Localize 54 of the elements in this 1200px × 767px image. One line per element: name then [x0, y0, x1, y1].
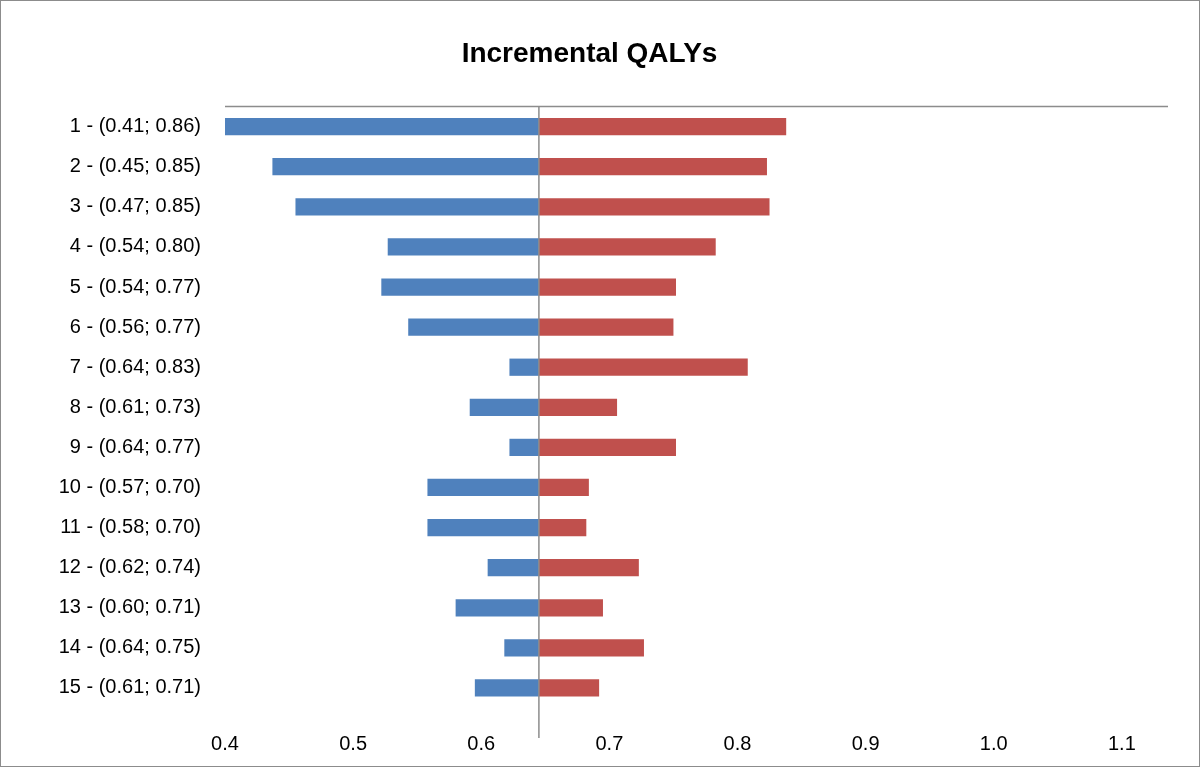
y-tick-label: 12 - (0.62; 0.74) — [58, 555, 201, 578]
chart-title: Incremental QALYs — [461, 36, 718, 68]
y-tick-label: 11 - (0.58; 0.70) — [60, 515, 201, 538]
bar — [538, 158, 767, 176]
bar — [538, 278, 676, 296]
bar — [408, 318, 539, 336]
bar — [538, 679, 600, 697]
bar — [272, 158, 539, 176]
y-tick-label: 1 - (0.41; 0.86) — [69, 114, 201, 137]
y-tick-label: 6 - (0.56; 0.77) — [69, 314, 201, 337]
x-tick-label: 0.5 — [339, 731, 368, 754]
bar — [504, 639, 539, 657]
bar — [509, 358, 539, 376]
bar — [538, 238, 716, 256]
bar — [538, 198, 770, 216]
y-tick-label: 15 - (0.61; 0.71) — [58, 675, 201, 698]
bar — [538, 559, 639, 577]
y-tick-label: 10 - (0.57; 0.70) — [58, 475, 201, 497]
y-tick-label: 13 - (0.60; 0.71) — [58, 595, 201, 618]
bar — [455, 599, 539, 617]
x-tick-label: 1.0 — [979, 731, 1008, 754]
y-tick-label: 3 - (0.47; 0.85) — [69, 194, 201, 217]
bar — [538, 358, 748, 376]
bar — [509, 438, 539, 457]
bar — [487, 559, 539, 577]
bar — [474, 679, 539, 697]
bar — [469, 398, 539, 416]
bar — [538, 438, 676, 457]
y-tick-label: 8 - (0.61; 0.73) — [69, 394, 201, 417]
bar — [295, 198, 539, 216]
y-tick-label: 2 - (0.45; 0.85) — [69, 154, 201, 177]
bar — [538, 518, 587, 537]
bar — [538, 318, 674, 336]
x-tick-label: 0.4 — [211, 731, 239, 754]
y-tick-label: 9 - (0.64; 0.77) — [69, 434, 201, 457]
x-tick-label: 0.9 — [851, 731, 880, 754]
x-tick-label: 0.8 — [723, 731, 752, 754]
x-tick-label: 0.7 — [595, 731, 624, 754]
y-tick-label: 5 - (0.54; 0.77) — [69, 274, 201, 297]
y-tick-label: 4 - (0.54; 0.80) — [69, 234, 201, 257]
bar — [427, 518, 539, 537]
bar — [538, 398, 618, 416]
x-tick-label: 1.1 — [1107, 731, 1136, 754]
bar — [225, 118, 539, 136]
bar — [538, 118, 787, 136]
bar — [387, 238, 539, 256]
bar — [538, 478, 589, 497]
x-tick-label: 0.6 — [467, 731, 496, 754]
bar — [538, 599, 603, 617]
bar — [427, 478, 539, 497]
y-tick-label: 14 - (0.64; 0.75) — [58, 635, 201, 658]
y-tick-label: 7 - (0.64; 0.83) — [69, 354, 201, 377]
bar — [538, 639, 644, 657]
bar — [381, 278, 539, 296]
